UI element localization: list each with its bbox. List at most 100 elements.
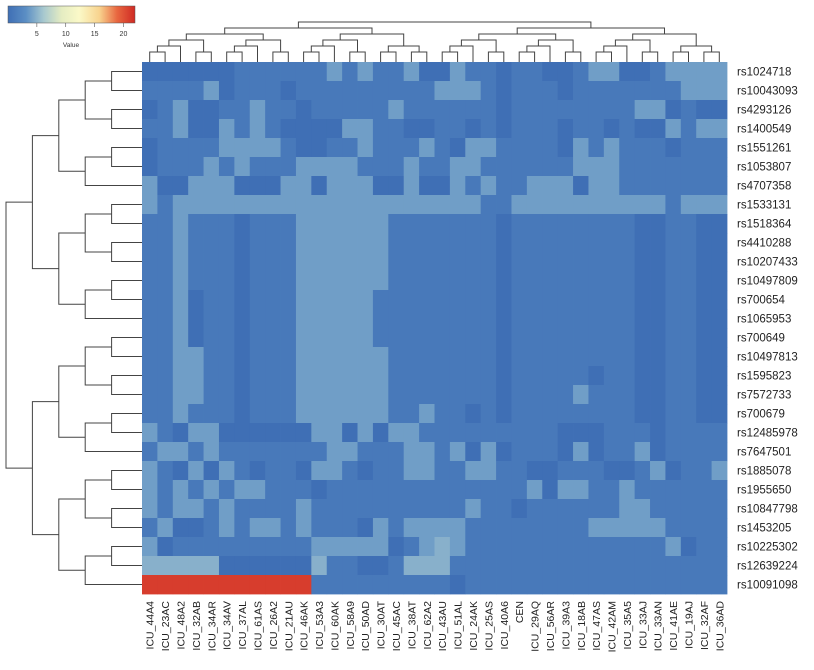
heatmap-cell: [588, 195, 605, 215]
heatmap-cell: [557, 195, 574, 215]
heatmap-cell: [172, 176, 189, 196]
heatmap-cell: [573, 214, 589, 234]
heatmap-cell: [157, 195, 174, 215]
dendrogram-branch: [111, 109, 142, 129]
heatmap-cell: [203, 461, 220, 481]
heatmap-cell: [465, 176, 482, 196]
heatmap-cell: [588, 138, 605, 158]
heatmap-cell: [265, 366, 281, 386]
heatmap-cell: [665, 423, 682, 443]
heatmap-cell: [588, 556, 605, 576]
heatmap-cell: [496, 461, 512, 481]
heatmap-cell: [157, 499, 174, 519]
colorbar-tick-label: 15: [91, 31, 99, 38]
heatmap-cell: [496, 404, 512, 424]
heatmap-cell: [665, 195, 682, 215]
heatmap-cell: [526, 480, 543, 500]
heatmap-cell: [573, 423, 589, 443]
heatmap-cell: [357, 537, 374, 557]
heatmap-cell: [557, 100, 574, 120]
heatmap-cell: [218, 537, 235, 557]
heatmap-cell: [265, 309, 281, 329]
heatmap-cell: [573, 176, 589, 196]
heatmap-cell: [311, 366, 328, 386]
heatmap-cell: [526, 499, 543, 519]
heatmap-cell: [588, 100, 605, 120]
heatmap-cell: [480, 119, 497, 139]
heatmap-cell: [542, 499, 559, 519]
heatmap-cell: [542, 328, 559, 348]
heatmap-cell: [172, 442, 189, 462]
heatmap-cell: [172, 423, 189, 443]
heatmap-cell: [357, 233, 374, 253]
heatmap-cell: [249, 214, 266, 234]
row-label: rs1024718: [737, 67, 791, 79]
dendrogram-branch: [526, 45, 551, 62]
heatmap-cell: [249, 138, 266, 158]
heatmap-cell: [696, 385, 712, 405]
heatmap-cell: [603, 556, 620, 576]
heatmap-cell: [511, 404, 528, 424]
heatmap-cell: [634, 347, 651, 367]
heatmap-cell: [465, 404, 482, 424]
heatmap-cell: [372, 480, 389, 500]
heatmap-cell: [234, 442, 251, 462]
heatmap-cell: [342, 385, 358, 405]
heatmap-cell: [619, 119, 636, 139]
dendrogram-branch: [58, 365, 86, 438]
heatmap-cell: [403, 252, 420, 272]
heatmap-cell: [711, 214, 728, 234]
heatmap-cell: [480, 138, 497, 158]
heatmap-cell: [157, 271, 174, 291]
heatmap-cell: [449, 404, 466, 424]
heatmap-cell: [188, 62, 204, 82]
heatmap-cell: [434, 442, 451, 462]
color-key: 5 10 15 20 Value: [7, 5, 136, 49]
heatmap-cell: [480, 62, 497, 82]
heatmap-cell: [680, 271, 697, 291]
heatmap-cell: [711, 385, 728, 405]
heatmap-cell: [342, 214, 358, 234]
dendrogram-branch: [441, 51, 459, 62]
heatmap-cell: [388, 556, 405, 576]
heatmap-cell: [665, 442, 682, 462]
heatmap-cell: [696, 347, 712, 367]
heatmap-cell: [449, 499, 466, 519]
heatmap-cell: [157, 461, 174, 481]
heatmap-cell: [711, 366, 728, 386]
heatmap-cell: [188, 404, 204, 424]
heatmap-cell: [311, 537, 328, 557]
heatmap-cell: [588, 575, 605, 595]
heatmap-cell: [542, 157, 559, 177]
heatmap-cell: [588, 81, 605, 101]
heatmap-cell: [218, 423, 235, 443]
heatmap-cell: [311, 100, 328, 120]
row-label: rs700679: [737, 409, 785, 421]
heatmap-cell: [419, 176, 435, 196]
heatmap-cell: [711, 290, 728, 310]
heatmap-cell: [619, 556, 636, 576]
heatmap-cell: [526, 119, 543, 139]
row-label: rs700654: [737, 295, 786, 307]
dendrogram-branch: [349, 51, 366, 62]
heatmap-cell: [696, 461, 712, 481]
heatmap-cell: [249, 423, 266, 443]
heatmap-cell: [388, 233, 405, 253]
heatmap-cell: [203, 138, 220, 158]
heatmap-cell: [680, 233, 697, 253]
heatmap-cell: [603, 309, 620, 329]
heatmap-cell: [157, 518, 174, 538]
heatmap-cell: [449, 518, 466, 538]
heatmap-cell: [157, 138, 174, 158]
heatmap-cell: [188, 271, 204, 291]
colorbar-tick-label: 10: [62, 31, 70, 38]
heatmap-cell: [542, 423, 559, 443]
heatmap-cell: [650, 157, 666, 177]
heatmap-cell: [295, 556, 312, 576]
row-label: rs4707358: [737, 181, 791, 193]
heatmap-cell: [172, 252, 189, 272]
heatmap-cell: [218, 309, 235, 329]
heatmap-cell: [295, 81, 312, 101]
heatmap-cell: [465, 499, 482, 519]
heatmap-cell: [388, 157, 405, 177]
